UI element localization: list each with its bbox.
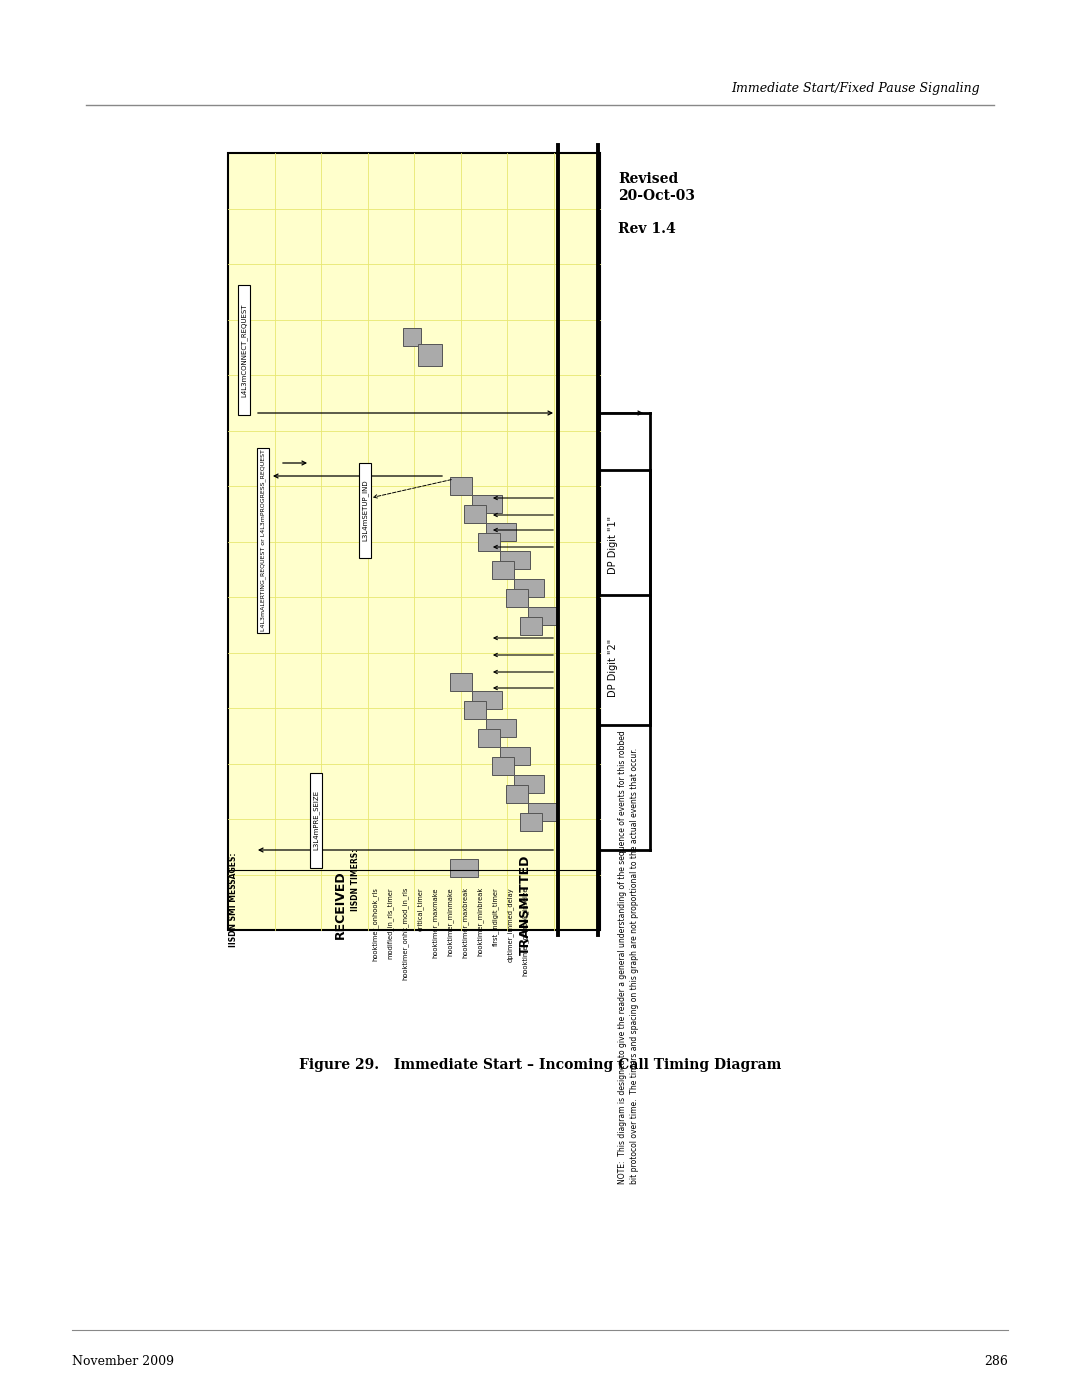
Text: hooktimer_minmake: hooktimer_minmake bbox=[447, 887, 454, 956]
Bar bbox=[472, 692, 502, 710]
Text: RECEIVED: RECEIVED bbox=[334, 870, 347, 939]
Text: Figure 29.   Immediate Start – Incoming Call Timing Diagram: Figure 29. Immediate Start – Incoming Ca… bbox=[299, 1058, 781, 1071]
Text: L4L3mCONNECT_REQUEST: L4L3mCONNECT_REQUEST bbox=[241, 303, 247, 397]
Text: Immediate Start/Fixed Pause Signaling: Immediate Start/Fixed Pause Signaling bbox=[731, 82, 980, 95]
Bar bbox=[507, 590, 528, 608]
Bar bbox=[486, 522, 516, 541]
Bar bbox=[418, 344, 442, 366]
Bar bbox=[478, 534, 500, 550]
Text: dptimer_immed_delay: dptimer_immed_delay bbox=[507, 887, 513, 961]
Text: critical_timer: critical_timer bbox=[417, 887, 423, 930]
Bar bbox=[486, 719, 516, 738]
Bar bbox=[514, 578, 544, 597]
Bar bbox=[500, 747, 530, 766]
Bar bbox=[492, 562, 514, 578]
Bar bbox=[238, 285, 249, 415]
Text: IISDN TIMERS:: IISDN TIMERS: bbox=[351, 849, 360, 911]
Bar bbox=[528, 803, 558, 821]
Bar bbox=[403, 328, 421, 346]
Bar bbox=[507, 785, 528, 803]
Text: hooktimer_onhook_rls: hooktimer_onhook_rls bbox=[372, 887, 378, 961]
Text: DP Digit "2": DP Digit "2" bbox=[608, 638, 618, 697]
Text: DP Digit "1": DP Digit "1" bbox=[608, 515, 618, 574]
Text: L3L4mSETUP_IND: L3L4mSETUP_IND bbox=[362, 479, 368, 541]
Bar bbox=[519, 813, 542, 831]
Bar bbox=[464, 701, 486, 719]
Text: L4L3mALERTING_REQUEST or L4L3mPROGRESS_REQUEST: L4L3mALERTING_REQUEST or L4L3mPROGRESS_R… bbox=[260, 448, 266, 631]
Bar bbox=[472, 495, 502, 513]
Bar bbox=[228, 154, 600, 930]
Text: hooktimer_maxbreak: hooktimer_maxbreak bbox=[461, 887, 469, 958]
Bar bbox=[528, 608, 558, 624]
Text: NOTE:  This diagram is designed to give the reader a general understanding of th: NOTE: This diagram is designed to give t… bbox=[618, 731, 638, 1183]
Bar bbox=[450, 859, 478, 877]
Bar bbox=[514, 775, 544, 793]
Bar bbox=[257, 447, 269, 633]
Text: hooktimer_maxmake: hooktimer_maxmake bbox=[432, 887, 438, 957]
Bar bbox=[464, 504, 486, 522]
Bar bbox=[359, 462, 372, 557]
Text: November 2009: November 2009 bbox=[72, 1355, 174, 1368]
Bar bbox=[478, 729, 500, 747]
Text: TRANSMITTED: TRANSMITTED bbox=[518, 855, 531, 956]
Text: hooktimer_offhook_inseize: hooktimer_offhook_inseize bbox=[522, 887, 528, 977]
Text: hooktimer_minbreak: hooktimer_minbreak bbox=[476, 887, 484, 957]
Bar bbox=[492, 757, 514, 775]
Text: 286: 286 bbox=[984, 1355, 1008, 1368]
Bar bbox=[450, 673, 472, 692]
Text: Revised
20-Oct-03: Revised 20-Oct-03 bbox=[618, 172, 696, 204]
Text: modified_in_rls_timer: modified_in_rls_timer bbox=[387, 887, 393, 958]
Bar bbox=[500, 550, 530, 569]
Text: first_indigit_timer: first_indigit_timer bbox=[491, 887, 498, 946]
Bar bbox=[310, 773, 322, 868]
Text: L3L4mPRE_SEIZE: L3L4mPRE_SEIZE bbox=[312, 789, 320, 849]
Text: hooktimer_onhk_mod_in_rls: hooktimer_onhk_mod_in_rls bbox=[402, 887, 408, 981]
Text: IISDN SMI MESSAGES:: IISDN SMI MESSAGES: bbox=[229, 852, 239, 947]
Text: Rev 1.4: Rev 1.4 bbox=[618, 222, 676, 236]
Bar bbox=[450, 476, 472, 495]
Bar bbox=[519, 617, 542, 636]
